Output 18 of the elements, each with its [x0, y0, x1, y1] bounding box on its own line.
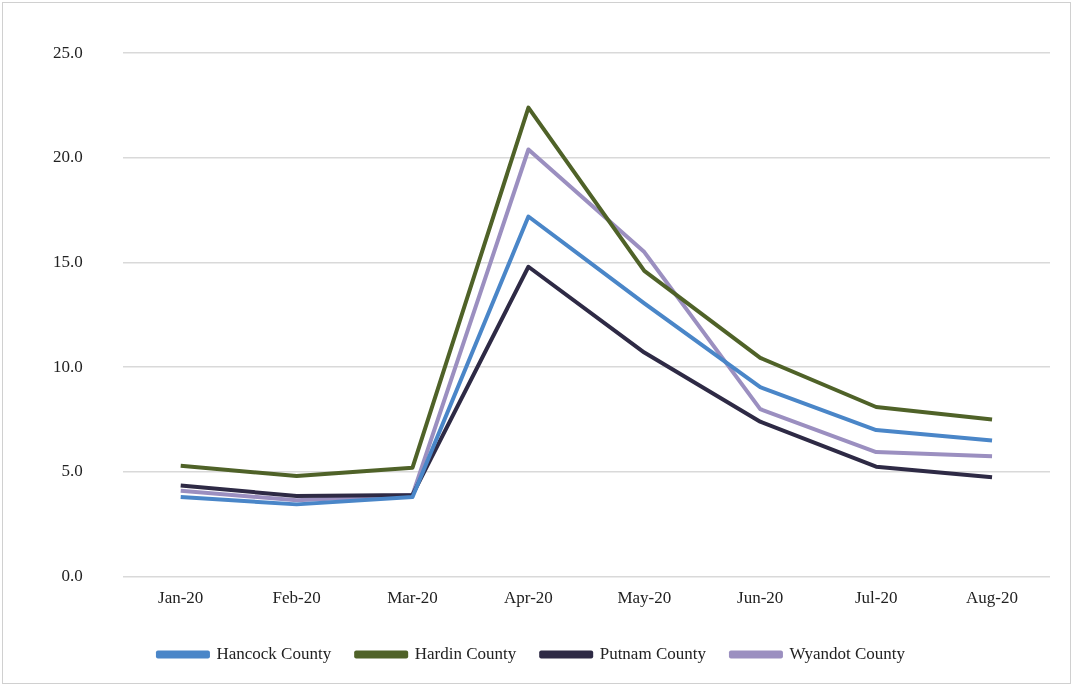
x-tick-label: Aug-20 [966, 588, 1019, 608]
y-tick-label: 20.0 [53, 147, 83, 167]
x-tick-label: Mar-20 [387, 588, 438, 608]
legend-label: Hardin County [414, 643, 517, 663]
y-tick-label: 5.0 [61, 461, 83, 481]
x-tick-label: Feb-20 [272, 588, 321, 608]
legend-label: Wyandot County [789, 643, 906, 663]
y-tick-label: 10.0 [53, 356, 83, 376]
x-tick-label: May-20 [617, 588, 672, 608]
legend-label: Putnam County [599, 643, 707, 663]
x-tick-label: Apr-20 [504, 588, 553, 608]
x-tick-label: Jan-20 [158, 588, 204, 608]
x-tick-label: Jul-20 [854, 588, 898, 608]
y-tick-label: 15.0 [53, 252, 83, 272]
legend-label: Hancock County [216, 643, 332, 663]
y-tick-label: 0.0 [61, 566, 83, 586]
x-tick-label: Jun-20 [737, 588, 784, 608]
y-tick-label: 25.0 [53, 42, 83, 62]
